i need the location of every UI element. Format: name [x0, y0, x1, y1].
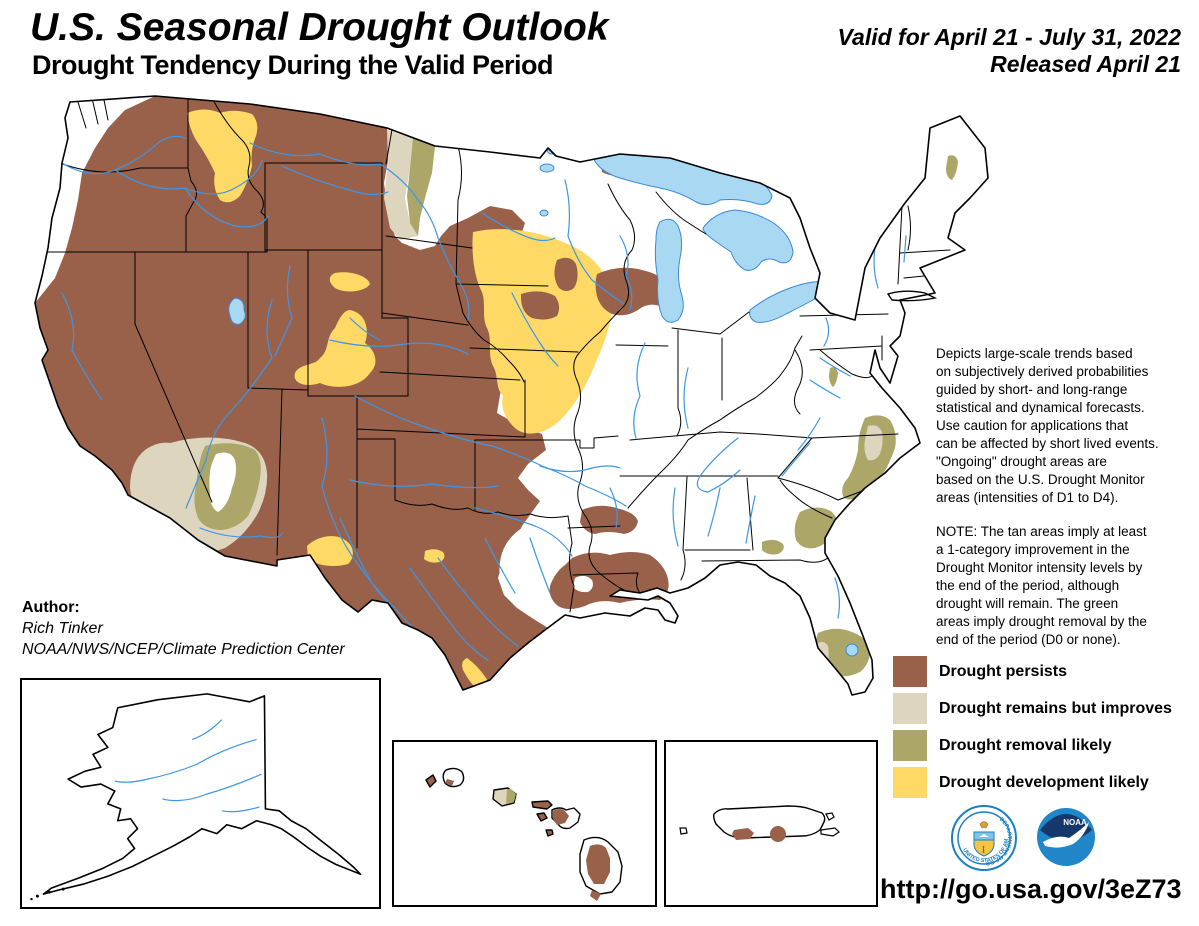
- long-island: [886, 290, 938, 302]
- alaska-rivers: [114, 719, 262, 813]
- state-boundaries: [39, 96, 951, 613]
- lake-michigan: [654, 218, 684, 323]
- legend-label-removal: Drought removal likely: [939, 736, 1112, 754]
- drought-development-idaho-montana: [187, 109, 258, 203]
- louisiana-white-hook: [573, 575, 593, 593]
- minnesota-lake-1: [539, 163, 555, 173]
- island-kahoolawe: [545, 829, 554, 837]
- island-niihau: [425, 774, 437, 788]
- island-lanai: [536, 812, 548, 822]
- lake-huron: [702, 209, 794, 271]
- puerto-rico-inset: [664, 740, 878, 907]
- puerto-rico-outline: [713, 805, 826, 839]
- island-maui-drought: [553, 809, 569, 825]
- author-org: NOAA/NWS/NCEP/Climate Prediction Center: [22, 641, 345, 658]
- drought-removal-maryland: [829, 367, 838, 387]
- legend-item-development: Drought development likely: [893, 767, 1193, 798]
- release-date: Released April 21: [990, 51, 1181, 77]
- great-salt-lake: [228, 297, 246, 325]
- alaska-outline: [42, 693, 362, 895]
- island-kauai: [442, 767, 465, 788]
- description-paragraph: Depicts large-scale trends based on subj…: [936, 346, 1159, 505]
- drought-persists-missouri-blob1: [554, 257, 578, 291]
- author-label: Author:: [22, 599, 80, 616]
- page-subtitle: Drought Tendency During the Valid Period: [32, 50, 554, 80]
- noaa-bird-swoosh: [1043, 822, 1089, 848]
- drought-removal-maine: [946, 155, 958, 180]
- drought-improves-north-dakota-tan: [384, 130, 418, 240]
- island-molokai: [531, 800, 553, 810]
- drought-persists-region-west: [35, 96, 565, 690]
- drought-development-colorado: [294, 310, 376, 387]
- drought-development-iowa-missouri: [472, 229, 613, 434]
- legend-swatch-persists: [893, 656, 927, 687]
- legend-item-persists: Drought persists: [893, 656, 1193, 687]
- legend-label-development: Drought development likely: [939, 773, 1149, 791]
- info-url: http://go.usa.gov/3eZ73: [880, 874, 1182, 904]
- drought-removal-georgia-small: [762, 539, 784, 555]
- legend-swatch-development: [893, 767, 927, 798]
- noaa-logo-text: NOAA: [1063, 818, 1087, 827]
- drought-development-elpaso: [307, 536, 353, 566]
- conus-drought-map: [34, 95, 989, 696]
- drought-persists-iowa-blob2: [520, 291, 560, 320]
- island-hawaii-south-drought: [590, 890, 601, 901]
- arizona-white-center: [209, 452, 236, 512]
- hawaii-inset: [392, 740, 657, 907]
- us-outline: [34, 95, 989, 696]
- aleutian-islands: [30, 887, 65, 901]
- island-oahu-olive: [506, 789, 516, 804]
- island-hawaii-drought: [586, 844, 610, 884]
- legend-swatch-improves: [893, 693, 927, 724]
- lake-ontario: [821, 227, 869, 253]
- author-block: Author: Rich Tinker NOAA/NWS/NCEP/Climat…: [22, 597, 345, 660]
- map-legend: Drought persists Drought remains but imp…: [893, 656, 1193, 804]
- note-paragraph: NOTE: The tan areas imply at least a 1-c…: [936, 524, 1147, 647]
- legend-swatch-removal: [893, 730, 927, 761]
- valid-period: Valid for April 21 - July 31, 2022 Relea…: [838, 24, 1181, 78]
- minnesota-lake-2: [539, 209, 549, 217]
- island-mona: [679, 827, 688, 835]
- page-title: U.S. Seasonal Drought Outlook: [30, 6, 609, 49]
- valid-dates: Valid for April 21 - July 31, 2022: [837, 24, 1181, 50]
- drought-development-central-texas: [424, 549, 445, 563]
- legend-item-improves: Drought remains but improves: [893, 693, 1193, 724]
- noaa-logo: NOAA: [1037, 808, 1095, 866]
- doc-shield-emblem: [973, 821, 995, 857]
- island-vieques: [820, 827, 840, 837]
- drought-improves-carolina-tan: [864, 425, 883, 461]
- lake-okeechobee: [845, 643, 859, 657]
- island-kauai-drought: [445, 779, 454, 786]
- legend-label-improves: Drought remains but improves: [939, 699, 1172, 717]
- alaska-inset: [20, 678, 381, 909]
- island-culebra: [825, 812, 835, 821]
- author-name: Rich Tinker: [22, 620, 103, 637]
- puerto-rico-drought-central: [770, 826, 786, 842]
- legend-item-removal: Drought removal likely: [893, 730, 1193, 761]
- drought-removal-north-dakota-olive: [407, 138, 435, 236]
- east-texas-white-gap: [499, 518, 573, 616]
- commerce-seal-logo: DEPARTMENT OF COMMERCE UNITED STATES OF …: [950, 804, 1017, 871]
- legend-label-persists: Drought persists: [939, 662, 1068, 680]
- drought-development-wyoming: [329, 272, 370, 292]
- puerto-rico-drought-west: [732, 828, 754, 840]
